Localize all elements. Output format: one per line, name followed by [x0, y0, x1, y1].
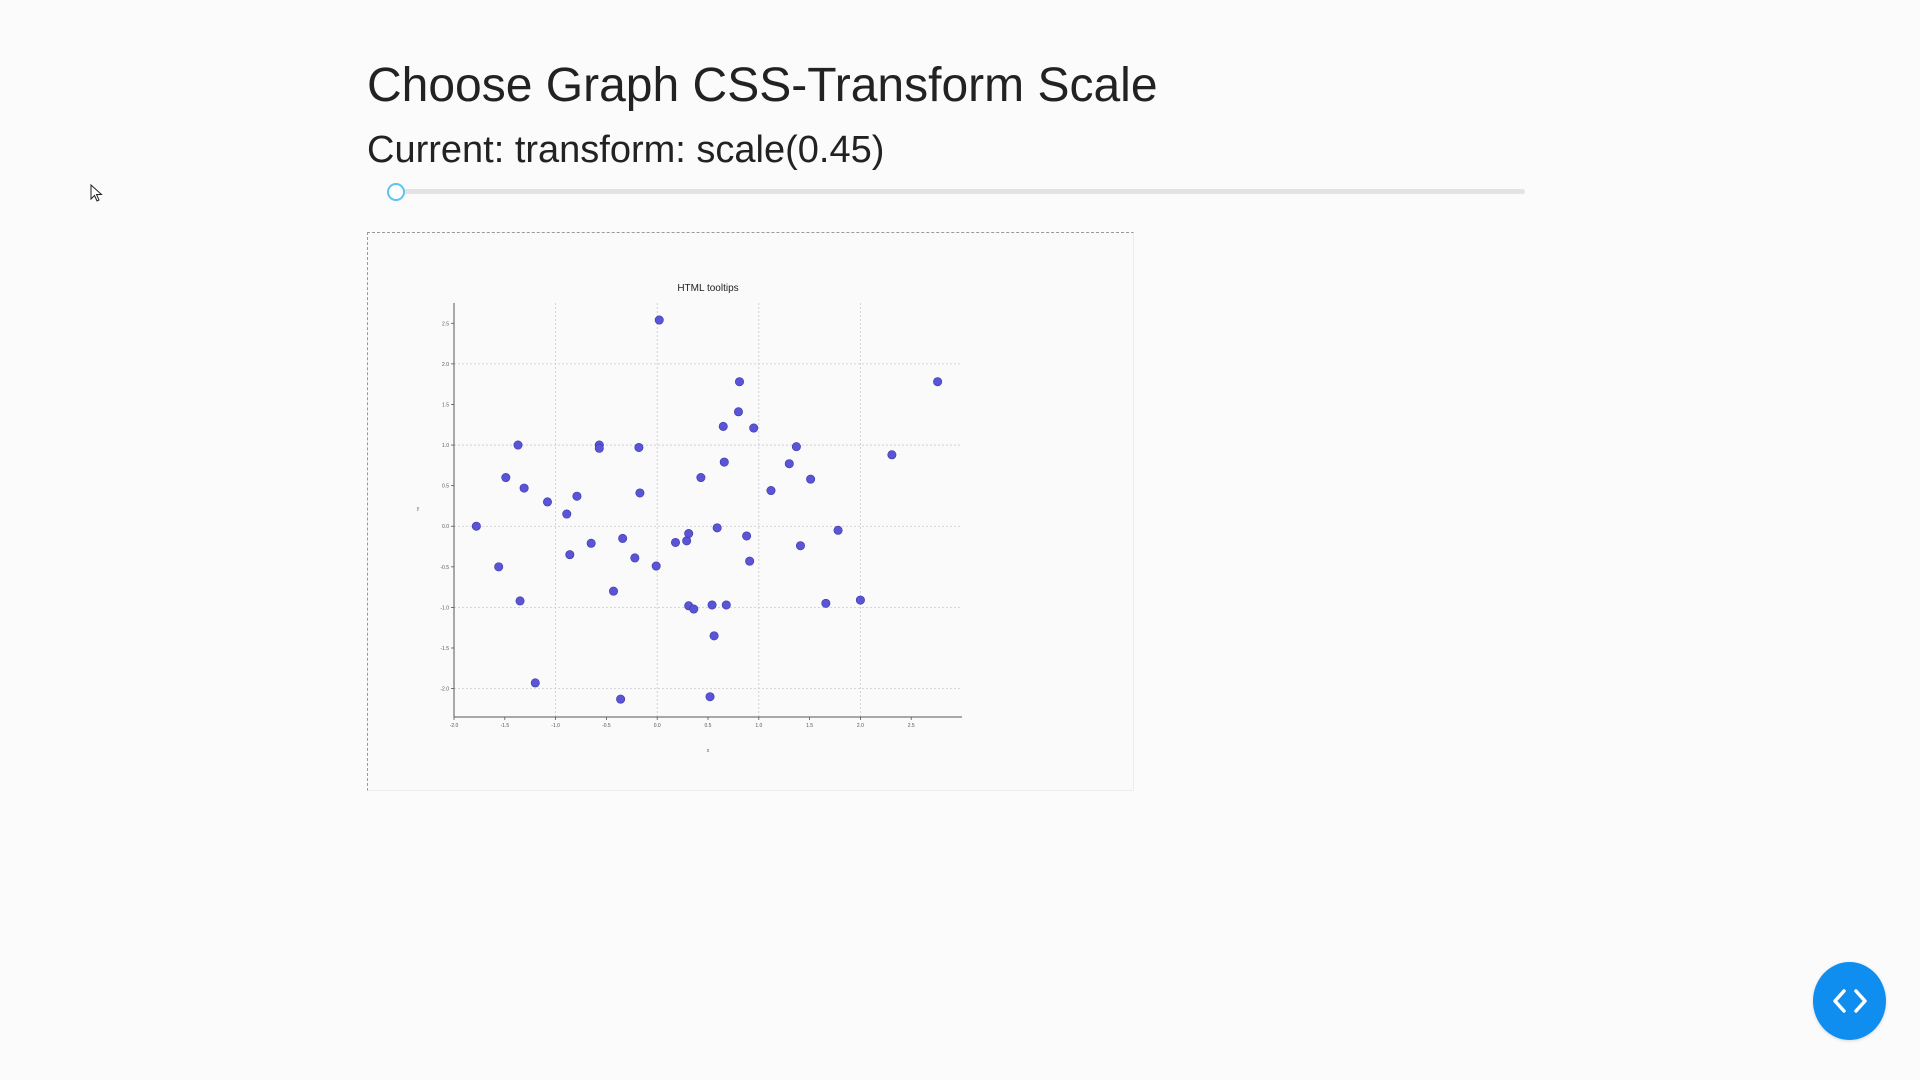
page-title: Choose Graph CSS-Transform Scale — [367, 59, 1158, 112]
scatter-point[interactable] — [542, 497, 552, 507]
scatter-point[interactable] — [684, 529, 694, 539]
x-tick-label: -2.0 — [450, 723, 459, 729]
scatter-point[interactable] — [745, 556, 755, 566]
scatter-point[interactable] — [855, 595, 865, 605]
scatter-point[interactable] — [501, 473, 511, 483]
x-tick-label: -1.0 — [551, 723, 560, 729]
scatter-point[interactable] — [734, 377, 744, 387]
y-tick-label: 2.5 — [442, 321, 449, 327]
scatter-point[interactable] — [562, 509, 572, 519]
scatter-point[interactable] — [515, 596, 525, 606]
scatter-point[interactable] — [696, 473, 706, 483]
scatter-point[interactable] — [821, 598, 831, 608]
scatter-point[interactable] — [705, 692, 715, 702]
scale-slider-handle[interactable] — [387, 183, 405, 201]
x-axis-label: x — [707, 748, 710, 754]
x-tick-label: 0.0 — [654, 723, 661, 729]
scatter-point[interactable] — [933, 377, 943, 387]
scatter-point[interactable] — [833, 525, 843, 535]
scatter-point[interactable] — [471, 521, 481, 531]
y-tick-label: 1.5 — [442, 402, 449, 408]
scatter-point[interactable] — [709, 631, 719, 641]
scatter-point[interactable] — [565, 550, 575, 560]
scatter-point[interactable] — [766, 486, 776, 496]
mouse-pointer-icon — [90, 184, 103, 202]
scale-slider-track[interactable] — [395, 189, 1525, 194]
x-tick-label: 2.0 — [857, 723, 864, 729]
scatter-point[interactable] — [586, 538, 596, 548]
scatter-point[interactable] — [572, 491, 582, 501]
scatter-point[interactable] — [749, 423, 759, 433]
scatter-point[interactable] — [616, 694, 626, 704]
scatter-point[interactable] — [712, 523, 722, 533]
scatter-point[interactable] — [795, 541, 805, 551]
current-scale-label: Current: transform: scale(0.45) — [367, 129, 885, 171]
scatter-point[interactable] — [618, 533, 628, 543]
y-tick-label: 2.0 — [442, 362, 449, 368]
chart-grid — [454, 303, 962, 717]
y-axis-label: y — [417, 506, 420, 512]
x-tick-label: 2.5 — [908, 723, 915, 729]
scatter-point[interactable] — [791, 442, 801, 452]
scatter-point[interactable] — [707, 600, 717, 610]
scatter-point[interactable] — [733, 407, 743, 417]
scatter-point[interactable] — [494, 562, 504, 572]
scatter-point[interactable] — [654, 315, 664, 325]
y-tick-label: 0.5 — [442, 484, 449, 490]
x-tick-label: 1.0 — [755, 723, 762, 729]
code-brackets-icon — [1832, 989, 1867, 1013]
scatter-point[interactable] — [609, 586, 619, 596]
scatter-point[interactable] — [513, 440, 523, 450]
scatter-point[interactable] — [721, 600, 731, 610]
scatter-point[interactable] — [689, 604, 699, 614]
x-tick-label: 0.5 — [705, 723, 712, 729]
scatter-point[interactable] — [784, 459, 794, 469]
y-tick-label: -0.5 — [440, 565, 449, 571]
scatter-point[interactable] — [887, 450, 897, 460]
chart-title: HTML tooltips — [677, 283, 738, 294]
scatter-chart: -2.0 -1.5 -1.0 -0.5 0.0 0.5 1.0 1.5 2.0 2.5 -2.0 -1… — [417, 283, 962, 754]
scatter-point[interactable] — [630, 553, 640, 563]
scatter-point[interactable] — [594, 443, 604, 453]
scatter-point[interactable] — [806, 474, 816, 484]
y-tick-label: -1.5 — [440, 646, 449, 652]
chart-ticks: -2.0 -1.5 -1.0 -0.5 0.0 0.5 1.0 1.5 2.0 2.5 -2.0 -1… — [440, 321, 915, 729]
graph-container: -2.0 -1.5 -1.0 -0.5 0.0 0.5 1.0 1.5 2.0 2.5 -2.0 -1… — [367, 232, 1134, 791]
x-tick-label: -1.5 — [500, 723, 509, 729]
code-toggle-button[interactable] — [1813, 962, 1886, 1040]
x-tick-label: 1.5 — [806, 723, 813, 729]
scatter-point[interactable] — [634, 442, 644, 452]
y-tick-label: 0.0 — [442, 524, 449, 530]
y-tick-label: -1.0 — [440, 605, 449, 611]
y-tick-label: 1.0 — [442, 443, 449, 449]
scatter-point[interactable] — [635, 488, 645, 498]
scatter-point[interactable] — [519, 483, 529, 493]
chart-points — [471, 315, 943, 704]
scatter-point[interactable] — [530, 678, 540, 688]
y-tick-label: -2.0 — [440, 687, 449, 693]
scatter-point[interactable] — [651, 561, 661, 571]
scatter-point[interactable] — [719, 457, 729, 467]
x-tick-label: -0.5 — [602, 723, 611, 729]
scatter-point[interactable] — [718, 421, 728, 431]
scatter-point[interactable] — [742, 531, 752, 541]
chart-axes — [453, 303, 962, 718]
scatter-point[interactable] — [670, 537, 680, 547]
